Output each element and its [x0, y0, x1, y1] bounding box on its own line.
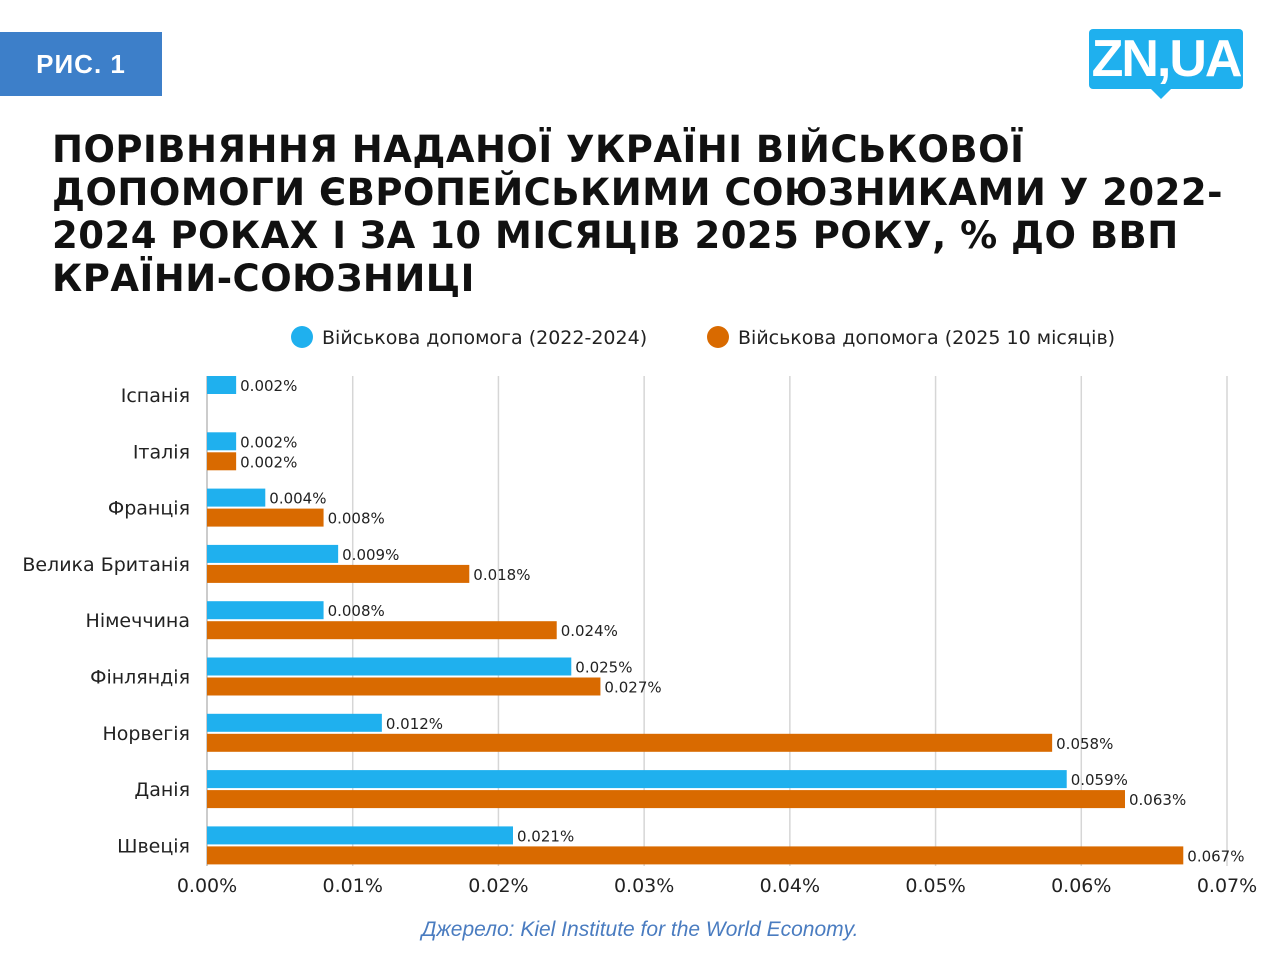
- bar: [207, 770, 1067, 789]
- x-tick-label: 0.01%: [323, 875, 383, 897]
- legend-marker: [291, 326, 313, 348]
- x-tick-label: 0.03%: [614, 875, 674, 897]
- category-label: Данія: [134, 779, 190, 801]
- bar: [207, 601, 324, 620]
- data-label: 0.027%: [604, 679, 661, 697]
- data-label: 0.024%: [561, 622, 618, 640]
- x-tick-label: 0.00%: [177, 875, 237, 897]
- x-tick-label: 0.06%: [1051, 875, 1111, 897]
- category-label: Італія: [133, 441, 190, 463]
- category-label: Франція: [108, 498, 190, 520]
- bar: [207, 713, 382, 732]
- data-label: 0.025%: [575, 659, 632, 677]
- bar: [207, 657, 572, 676]
- data-label: 0.058%: [1056, 735, 1113, 753]
- category-label: Іспанія: [121, 385, 190, 407]
- data-label: 0.002%: [240, 433, 297, 451]
- zn-ua-logo: ZN,UA: [1089, 29, 1243, 99]
- x-tick-label: 0.02%: [468, 875, 528, 897]
- x-tick-label: 0.05%: [905, 875, 965, 897]
- category-label: Швеція: [117, 835, 190, 857]
- figure-badge: РИС. 1: [0, 32, 162, 96]
- data-label: 0.008%: [328, 602, 385, 620]
- data-label: 0.067%: [1187, 847, 1244, 865]
- bar: [207, 677, 601, 696]
- category-label: Німеччина: [86, 610, 190, 632]
- data-label: 0.021%: [517, 827, 574, 845]
- data-label: 0.063%: [1129, 791, 1186, 809]
- data-label: 0.009%: [342, 546, 399, 564]
- x-tick-label: 0.07%: [1197, 875, 1257, 897]
- bar: [207, 452, 237, 471]
- data-label: 0.002%: [240, 453, 297, 471]
- bar: [207, 432, 237, 451]
- data-label: 0.002%: [240, 377, 297, 395]
- legend-label: Військова допомога (2022-2024): [322, 327, 647, 349]
- bar: [207, 544, 339, 563]
- source-note: Джерело: Kiel Institute for the World Ec…: [421, 918, 859, 941]
- bar: [207, 376, 237, 394]
- legend-marker: [707, 326, 729, 348]
- bar: [207, 846, 1184, 865]
- legend-label: Військова допомога (2025 10 місяців): [738, 327, 1115, 349]
- category-label: Велика Британія: [22, 554, 190, 576]
- data-label: 0.008%: [328, 510, 385, 528]
- data-label: 0.004%: [269, 490, 326, 508]
- chart-title: ПОРІВНЯННЯ НАДАНОЇ УКРАЇНІ ВІЙСЬКОВОЇ ДО…: [52, 128, 1223, 300]
- bar: [207, 621, 557, 640]
- bar: [207, 564, 470, 583]
- bar: [207, 826, 513, 845]
- bar: [207, 508, 324, 527]
- x-tick-label: 0.04%: [760, 875, 820, 897]
- bar: [207, 790, 1125, 809]
- bar: [207, 488, 266, 507]
- data-label: 0.059%: [1071, 771, 1128, 789]
- bar: [207, 733, 1053, 752]
- data-label: 0.018%: [473, 566, 530, 584]
- category-label: Фінляндія: [90, 667, 190, 689]
- data-label: 0.012%: [386, 715, 443, 733]
- category-label: Норвегія: [102, 723, 190, 745]
